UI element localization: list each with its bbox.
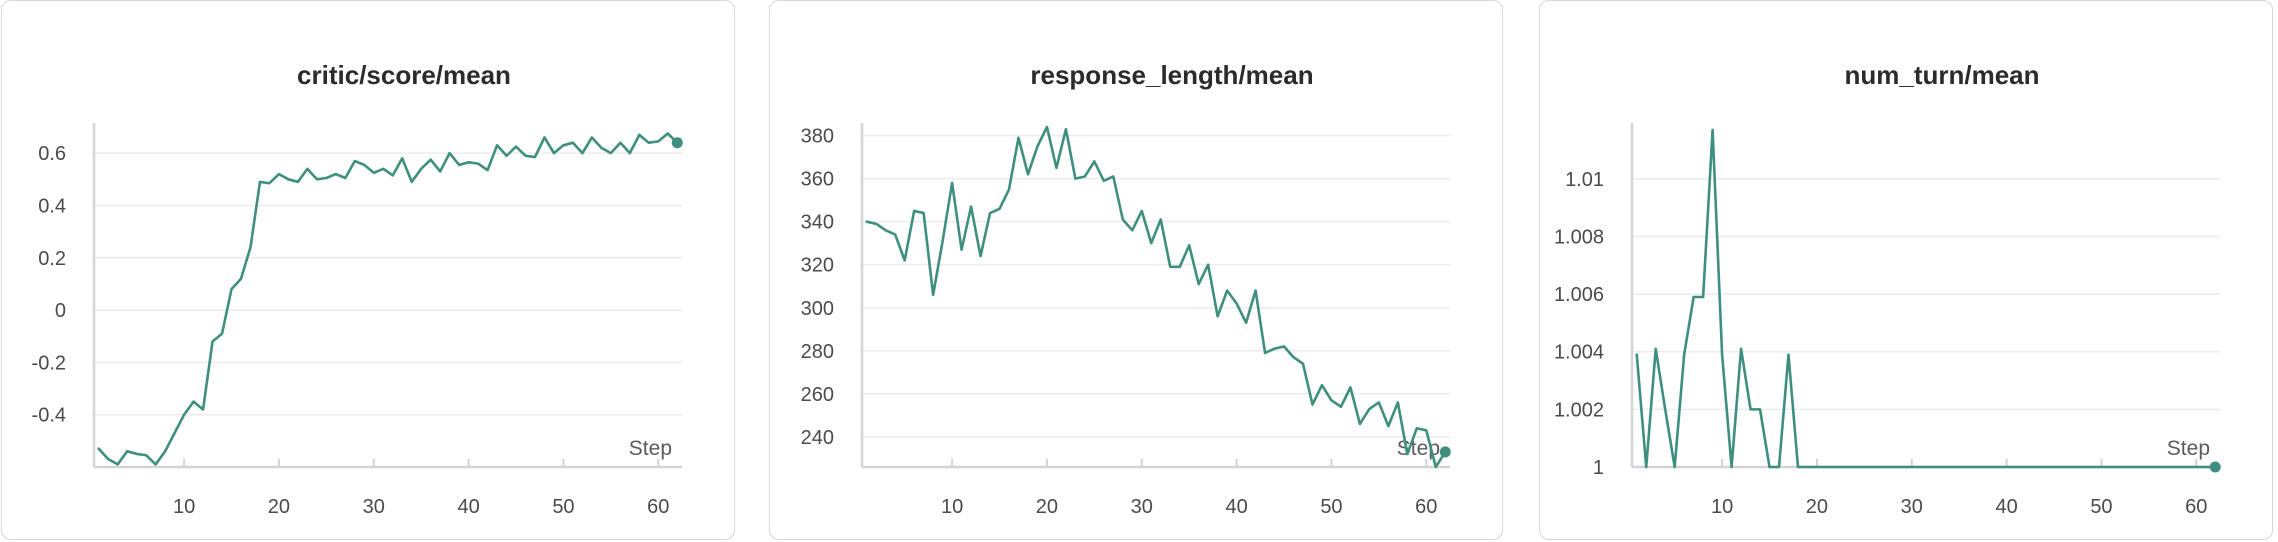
chart-panel-num-turn: num_turn/mean 1 1.002 1.004 1.006 1.008 1.01 10… [1539,0,2273,540]
y-tick-label: 1.01 [1565,169,1604,191]
y-tick-label: 300 [801,298,834,320]
x-axis-label: Step [629,437,672,460]
y-tick-label: -0.4 [32,405,66,427]
y-tick-label: 240 [801,427,834,449]
y-tick-label: 360 [801,169,834,191]
x-tick-label: 10 [1711,496,1733,518]
y-tick-label: 320 [801,255,834,277]
x-tick-label: 40 [1225,496,1247,518]
y-tick-label: 1 [1593,457,1604,479]
x-tick-label: 10 [173,496,195,518]
y-tick-label: 1.006 [1554,284,1604,306]
chart-panel-critic-score: critic/score/mean -0.4 -0.2 0 0.2 0.4 0.6 10 20 3… [1,0,735,540]
y-tick-label: 0.4 [38,195,66,217]
series-end-point [2209,461,2221,473]
x-tick-label: 50 [1320,496,1342,518]
y-tick-label: 260 [801,384,834,406]
x-tick-label: 40 [457,496,479,518]
x-tick-label: 50 [552,496,574,518]
y-tick-label: 380 [801,126,834,148]
y-tick-label: 340 [801,212,834,234]
y-tick-label: 1.002 [1554,399,1604,421]
chart-title: num_turn/mean [1844,60,2039,90]
x-tick-label: 40 [1995,496,2017,518]
x-tick-label: 10 [941,496,963,518]
x-tick-label: 60 [647,496,669,518]
chart-critic-score: critic/score/mean -0.4 -0.2 0 0.2 0.4 0.6 10 20 3… [32,60,683,518]
x-tick-label: 60 [2185,496,2207,518]
y-tick-label: 1.008 [1554,226,1604,248]
y-tick-label: 0 [55,300,66,322]
y-tick-label: 280 [801,341,834,363]
chart-response-length: response_length/mean 240 260 280 300 320 340 36… [801,60,1451,518]
x-tick-label: 30 [1901,496,1923,518]
series-end-point [671,137,683,149]
series-line-response-length [865,125,1447,469]
chart-num-turn: num_turn/mean 1 1.002 1.004 1.006 1.008 1.01 10… [1554,60,2221,518]
y-tick-label: 0.6 [38,143,66,165]
x-tick-label: 30 [1131,496,1153,518]
chart-panel-response-length: response_length/mean 240 260 280 300 320 340 36… [769,0,1503,540]
x-tick-label: 20 [1806,496,1828,518]
x-tick-label: 30 [363,496,385,518]
x-tick-label: 20 [1036,496,1058,518]
x-tick-label: 60 [1415,496,1437,518]
chart-title: response_length/mean [1030,60,1313,90]
y-tick-label: 1.004 [1554,342,1604,364]
y-tick-label: -0.2 [32,352,66,374]
y-tick-label: 0.2 [38,248,66,270]
series-line-critic-score [97,132,679,466]
x-tick-label: 20 [268,496,290,518]
x-tick-label: 50 [2090,496,2112,518]
chart-title: critic/score/mean [297,60,511,90]
series-end-point [1439,446,1451,458]
x-axis-label: Step [2167,437,2210,460]
series-line-num-turn [1635,128,2217,469]
